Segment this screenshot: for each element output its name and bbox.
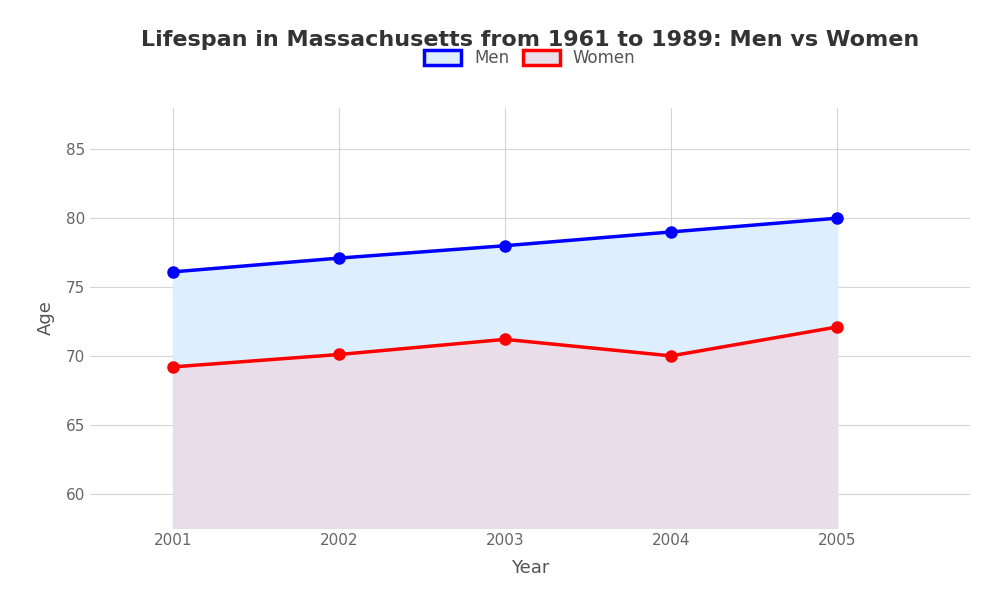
X-axis label: Year: Year — [511, 559, 549, 577]
Y-axis label: Age: Age — [37, 301, 55, 335]
Legend: Men, Women: Men, Women — [416, 41, 644, 76]
Title: Lifespan in Massachusetts from 1961 to 1989: Men vs Women: Lifespan in Massachusetts from 1961 to 1… — [141, 29, 919, 49]
